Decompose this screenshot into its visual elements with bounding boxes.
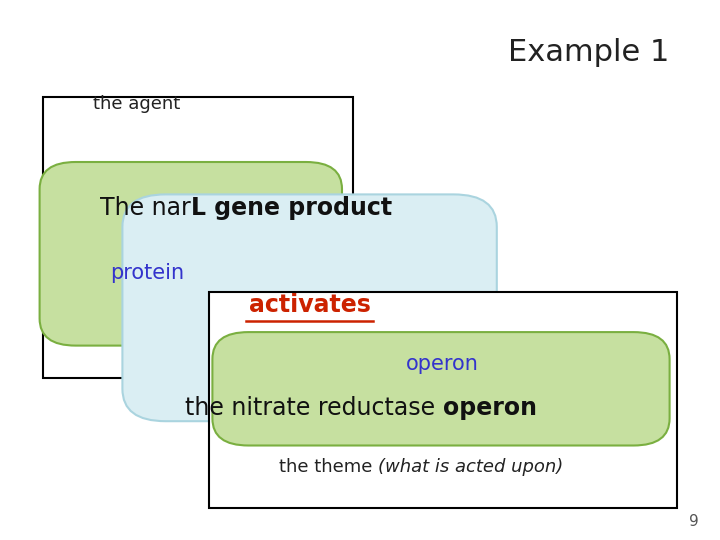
FancyBboxPatch shape [212,332,670,446]
Text: Example 1: Example 1 [508,38,670,67]
Text: 9: 9 [688,514,698,529]
Text: operon: operon [443,396,537,420]
Text: protein: protein [111,262,184,283]
Text: L gene product: L gene product [191,196,392,220]
FancyBboxPatch shape [43,97,353,378]
Text: the nitrate reductase: the nitrate reductase [185,396,443,420]
Text: (what is acted upon): (what is acted upon) [378,458,563,476]
FancyBboxPatch shape [209,292,677,508]
Text: activates: activates [248,293,371,317]
FancyBboxPatch shape [40,162,342,346]
Text: operon: operon [406,354,480,375]
Text: the theme: the theme [279,458,378,476]
Text: The nar: The nar [100,196,191,220]
Text: the agent: the agent [93,96,181,113]
FancyBboxPatch shape [122,194,497,421]
